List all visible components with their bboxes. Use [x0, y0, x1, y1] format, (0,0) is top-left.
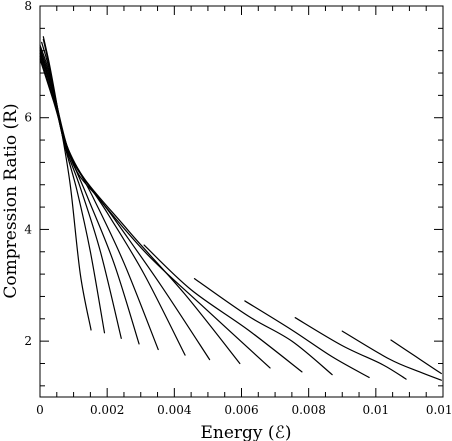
series-curve-11 — [193, 277, 333, 376]
series-curve-3 — [41, 41, 122, 339]
series-curve-8 — [39, 55, 241, 365]
x-tick-label: 0.012 — [426, 403, 452, 417]
series-curve-9 — [39, 58, 271, 369]
axes-layer: 0 0.002 0.004 0.006 0.008 0.01 0.012 2 4 6 8 — [24, 0, 452, 417]
series-curve-6 — [39, 50, 186, 356]
curves-layer — [39, 36, 442, 381]
series-curve-10 — [143, 244, 303, 373]
x-tick-label: 0.002 — [90, 403, 124, 417]
series-curve-5 — [39, 47, 159, 351]
y-tick-label: 6 — [24, 111, 32, 125]
y-axis-title: Compression Ratio (R) — [1, 103, 21, 298]
y-tick-label: 4 — [24, 222, 32, 236]
x-axis-title: Energy (ℰ) — [201, 423, 292, 441]
series-curve-14 — [341, 330, 442, 381]
series-curve-15 — [390, 339, 442, 375]
x-tick-label: 0.006 — [224, 403, 258, 417]
x-tick-label: 0.008 — [291, 403, 325, 417]
series-curve-4 — [39, 44, 140, 345]
x-tick-label: 0.01 — [362, 403, 389, 417]
series-curve-12 — [244, 300, 370, 379]
x-tick-label: 0 — [36, 403, 44, 417]
series-curve-13 — [294, 317, 407, 380]
x-tick-label: 0.004 — [157, 403, 192, 417]
series-curve-7 — [39, 52, 211, 361]
y-tick-label: 2 — [24, 334, 32, 348]
plot-frame — [39, 5, 444, 398]
y-tick-label: 8 — [24, 0, 32, 13]
series-curve-2 — [42, 38, 106, 334]
